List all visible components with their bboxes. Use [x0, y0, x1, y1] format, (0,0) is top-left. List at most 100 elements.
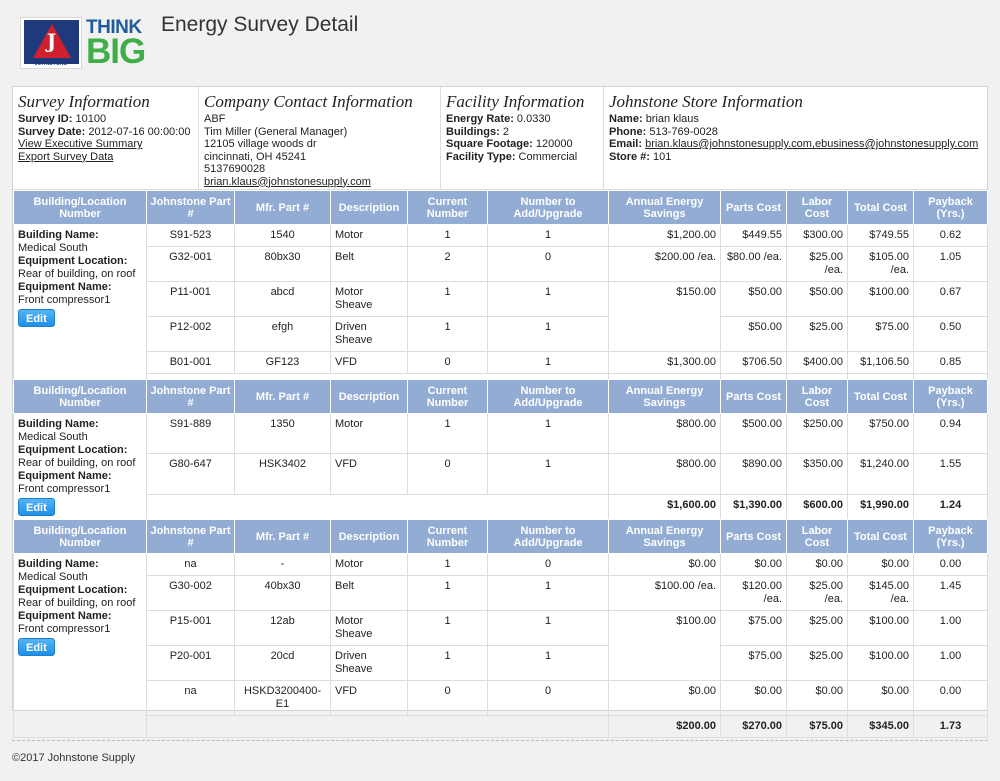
cell-mfr: 40bx30: [234, 575, 331, 611]
column-header-mfr: Mfr. Part #: [234, 379, 331, 414]
company-email-link[interactable]: brian.klaus@johnstonesupply.com: [204, 175, 371, 188]
cell-add: 1: [487, 281, 609, 317]
cell-savings: $1,200.00: [608, 224, 721, 247]
cell-add: 1: [487, 316, 609, 352]
cell-current: 1: [407, 575, 488, 611]
square-footage-label: Square Footage:: [446, 138, 533, 150]
cell-desc: Driven Sheave: [330, 645, 408, 681]
survey-id: 10100: [75, 113, 107, 125]
table-row: G32-001 80bx30 Belt 2 0 $200.00 /ea. $80.00 /e…: [14, 246, 988, 282]
cell-labor: $50.00: [786, 281, 848, 317]
equipment-name-label: Equipment Name:: [18, 610, 112, 622]
cell-total: $750.00: [847, 412, 914, 455]
location-cell: Building Name: Medical South Equipment Loc…: [13, 224, 147, 396]
column-header-jpart: Johnstone Part #: [146, 379, 235, 414]
store-info-heading: Johnstone Store Information: [609, 92, 803, 111]
column-header-total: Total Cost: [847, 519, 914, 554]
cell-total: $105.00 /ea.: [847, 246, 914, 282]
survey-panel: Survey Information Survey ID: 10100 Surv…: [12, 86, 988, 738]
cell-mfr: HSKD3200400-E1: [234, 680, 331, 716]
cell-desc: Motor: [330, 553, 408, 576]
cell-savings: $150.00: [608, 281, 721, 352]
cell-total: $145.00 /ea.: [847, 575, 914, 611]
cell-payback: 0.94: [913, 412, 988, 455]
column-header-labor: Labor Cost: [786, 190, 848, 225]
cell-current: 1: [407, 316, 488, 352]
column-header-location: Building/Location Number: [13, 190, 147, 225]
cell-payback: 0.62: [913, 224, 988, 247]
square-footage: 120000: [535, 138, 573, 150]
cell-parts: $120.00 /ea.: [720, 575, 787, 611]
logo-triangle: [33, 24, 71, 58]
equipment-location-label: Equipment Location:: [18, 255, 128, 267]
edit-button[interactable]: Edit: [18, 309, 55, 327]
table-row: P12-002 efgh Driven Sheave 1 1 $50.00 $25.00 $7…: [14, 316, 988, 352]
column-header-current: Current Number: [407, 519, 488, 554]
edit-button[interactable]: Edit: [18, 638, 55, 656]
cell-labor: $25.00: [786, 316, 848, 352]
store-name-label: Name:: [609, 113, 643, 125]
company-address1: 12105 village woods dr: [204, 138, 317, 150]
column-header-desc: Description: [330, 190, 408, 225]
building-name: Medical South: [18, 431, 88, 443]
cell-total: $100.00: [847, 610, 914, 646]
cell-payback: 1.45: [913, 575, 988, 611]
cell-desc: VFD: [330, 351, 408, 374]
store-email-link[interactable]: brian.klaus@johnstonesupply.com,ebusines…: [645, 138, 979, 150]
buildings-label: Buildings:: [446, 125, 500, 138]
cell-mfr: 12ab: [234, 610, 331, 646]
logo-j-letter: J: [46, 29, 57, 53]
totals-row: $1,600.00 $1,390.00 $600.00 $1,990.00 1.24: [14, 493, 988, 522]
export-survey-data-link[interactable]: Export Survey Data: [18, 150, 114, 163]
cell-add: 1: [487, 575, 609, 611]
building-name-label: Building Name:: [18, 558, 99, 570]
cell-mfr: 1540: [234, 224, 331, 247]
table-row: G30-002 40bx30 Belt 1 1 $100.00 /ea. $120.00 /…: [14, 575, 988, 611]
cell-parts: $500.00: [720, 412, 787, 455]
cell-savings: $0.00: [608, 553, 721, 576]
cell-jpart: na: [146, 680, 235, 716]
cell-desc: Motor Sheave: [330, 281, 408, 317]
cell-savings: $200.00 /ea.: [608, 246, 721, 282]
cell-jpart: G80-647: [146, 453, 235, 495]
column-header-mfr: Mfr. Part #: [234, 519, 331, 554]
cell-total: $100.00: [847, 645, 914, 681]
cell-parts: $706.50: [720, 351, 787, 374]
think-big-line1: THINK: [86, 17, 142, 38]
cell-parts: $50.00: [720, 281, 787, 317]
cell-desc: Driven Sheave: [330, 316, 408, 352]
cell-add: 0: [487, 246, 609, 282]
company-address2: cincinnati, OH 45241: [204, 150, 307, 163]
equipment-name: Front compressor1: [18, 623, 111, 635]
page-title: Energy Survey Detail: [161, 13, 359, 36]
store-contact-name: brian klaus: [645, 113, 699, 125]
cell-desc: Belt: [330, 575, 408, 611]
view-executive-summary-link[interactable]: View Executive Summary: [18, 138, 143, 150]
edit-button[interactable]: Edit: [18, 498, 55, 516]
total-labor: $75.00: [786, 715, 848, 738]
table-row: P20-001 20cd Driven Sheave 1 1 $75.00 $25.00 $1…: [14, 645, 988, 681]
cell-labor: $25.00 /ea.: [786, 246, 848, 282]
cell-total: $1,240.00: [847, 453, 914, 495]
cell-current: 0: [407, 453, 488, 495]
survey-section-table: Building/Location Number Johnstone Part #…: [13, 379, 988, 522]
cell-current: 1: [407, 281, 488, 317]
cell-mfr: GF123: [234, 351, 331, 374]
store-number-label: Store #:: [609, 150, 650, 163]
company-phone: 5137690028: [204, 163, 266, 175]
think-big-logo: THINK BIG: [84, 17, 152, 71]
cell-current: 2: [407, 246, 488, 282]
page-header: J JOHNSTONE THINK BIG Energy Survey Deta…: [0, 0, 1000, 86]
energy-rate: 0.0330: [516, 113, 551, 125]
column-header-savings: Annual Energy Savings: [608, 379, 721, 414]
cell-parts: $75.00: [720, 610, 787, 646]
column-header-desc: Description: [330, 379, 408, 414]
cell-total: $100.00: [847, 281, 914, 317]
facility-type: Commercial: [518, 150, 578, 163]
cell-current: 0: [407, 351, 488, 374]
johnstone-logo[interactable]: J JOHNSTONE: [20, 17, 82, 69]
cell-add: 0: [487, 680, 609, 716]
cell-add: 1: [487, 645, 609, 681]
table-row: P15-001 12ab Motor Sheave 1 1 $100.00 $75.00 $2…: [14, 610, 988, 681]
cell-jpart: P20-001: [146, 645, 235, 681]
